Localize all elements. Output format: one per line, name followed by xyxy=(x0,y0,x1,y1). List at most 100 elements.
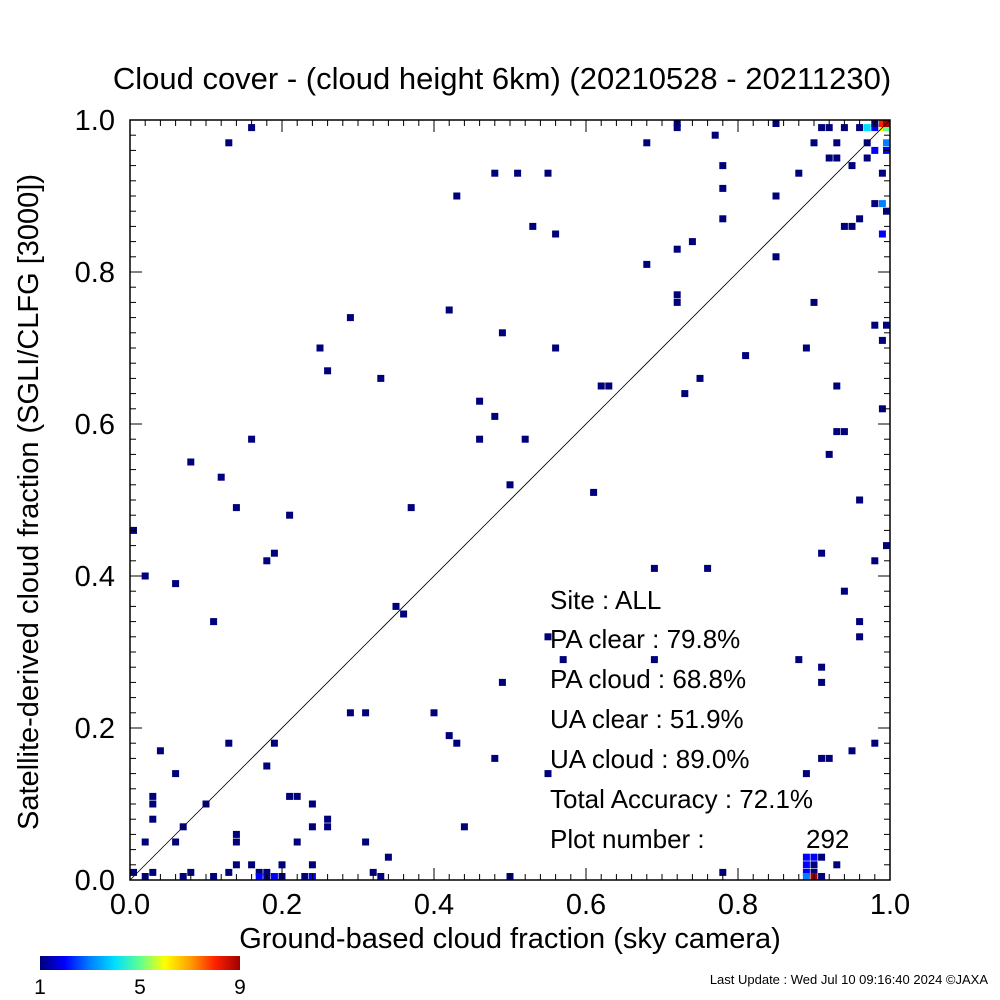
heatmap-cell xyxy=(696,374,704,382)
heatmap-cell xyxy=(263,557,271,565)
heatmap-cell xyxy=(795,169,803,177)
heatmap-cell xyxy=(688,238,696,246)
heatmap-cell xyxy=(643,139,651,147)
heatmap-cell xyxy=(217,473,225,481)
heatmap-cell xyxy=(883,124,890,132)
heatmap-cell xyxy=(856,633,864,641)
heatmap-cell xyxy=(772,253,780,261)
heatmap-cell xyxy=(263,762,271,770)
heatmap-cell xyxy=(711,131,719,139)
heatmap-cell xyxy=(491,169,499,177)
heatmap-cell xyxy=(232,861,240,869)
stat-plot-number-label: Plot number : xyxy=(550,824,705,854)
x-tick-label: 0.6 xyxy=(566,889,606,921)
heatmap-cell xyxy=(407,504,415,512)
heatmap-cell xyxy=(187,458,195,466)
heatmap-cell xyxy=(544,770,552,778)
heatmap-cell xyxy=(878,200,886,208)
heatmap-cell xyxy=(810,853,818,861)
heatmap-cell xyxy=(476,397,484,405)
heatmap-cell xyxy=(377,873,385,880)
heatmap-cell xyxy=(818,678,826,686)
axis-ticks xyxy=(129,119,891,881)
heatmap-cell xyxy=(742,352,750,360)
y-tick-label: 0.4 xyxy=(75,561,115,593)
heatmap-cell xyxy=(286,792,294,800)
heatmap-cell xyxy=(156,747,164,755)
heatmap-cell xyxy=(833,861,841,869)
heatmap-cell xyxy=(552,230,560,238)
heatmap-cell xyxy=(848,747,856,755)
heatmap-cell xyxy=(521,435,529,443)
heatmap-cell xyxy=(833,382,841,390)
y-tick-label: 0.2 xyxy=(75,713,115,745)
colorbar-tick-label: 9 xyxy=(234,976,246,999)
heatmap-cell xyxy=(673,298,681,306)
heatmap-cell xyxy=(810,298,818,306)
heatmap-cell xyxy=(460,823,468,831)
heatmap-cell xyxy=(802,344,810,352)
heatmap-cell xyxy=(498,678,506,686)
heatmap-cell xyxy=(552,344,560,352)
stat-pa-cloud: PA cloud : 68.8% xyxy=(550,664,746,694)
heatmap-cell xyxy=(248,124,256,132)
heatmap-cell xyxy=(225,739,233,747)
heatmap-cell xyxy=(529,222,537,230)
heatmap-cell xyxy=(856,618,864,626)
x-tick-label: 0.4 xyxy=(414,889,454,921)
heatmap-cell xyxy=(856,215,864,223)
y-tick-label: 0.0 xyxy=(75,865,115,897)
heatmap-cell xyxy=(840,428,848,436)
stat-site: Site : ALL xyxy=(550,585,661,615)
heatmap-cell xyxy=(802,770,810,778)
heatmap-cell xyxy=(704,564,712,572)
heatmap-cell xyxy=(643,260,651,268)
chart-title: Cloud cover - (cloud height 6km) (202105… xyxy=(113,61,891,96)
heatmap-cell xyxy=(172,838,180,846)
heatmap-cell xyxy=(802,873,810,880)
heatmap-cell xyxy=(210,618,218,626)
heatmap-cell xyxy=(324,815,332,823)
heatmap-cell xyxy=(871,200,879,208)
heatmap-cell xyxy=(225,868,233,876)
heatmap-cell xyxy=(498,329,506,337)
heatmap-cell xyxy=(559,656,567,664)
heatmap-cell xyxy=(681,390,689,398)
heatmap-cell xyxy=(248,861,256,869)
heatmap-cell xyxy=(818,124,826,132)
y-tick-label: 0.6 xyxy=(75,409,115,441)
heatmap-cell xyxy=(863,124,871,132)
heatmap-cell xyxy=(825,124,833,132)
heatmap-cell xyxy=(825,154,833,162)
stat-total-accuracy: Total Accuracy : 72.1% xyxy=(550,784,813,814)
heatmap-cell xyxy=(802,868,810,876)
heatmap-cell xyxy=(795,656,803,664)
heatmap-cell xyxy=(445,732,453,740)
heatmap-cell xyxy=(590,488,598,496)
heatmap-cell xyxy=(308,861,316,869)
last-update-footer: Last Update : Wed Jul 10 09:16:40 2024 ©… xyxy=(710,972,989,987)
heatmap-cell xyxy=(871,321,879,329)
heatmap-cell xyxy=(856,124,864,132)
heatmap-cell xyxy=(802,861,810,869)
heatmap-cell xyxy=(871,124,879,132)
heatmap-cell xyxy=(141,838,149,846)
heatmap-cell xyxy=(514,169,522,177)
heatmap-cell xyxy=(810,868,818,876)
stat-plot-number-value: 292 xyxy=(806,824,849,854)
heatmap-cell xyxy=(172,580,180,588)
heatmap-cell xyxy=(810,139,818,147)
heatmap-cell xyxy=(825,450,833,458)
heatmap-cell xyxy=(840,587,848,595)
heatmap-cell xyxy=(301,873,309,880)
heatmap-cell xyxy=(293,838,301,846)
heatmap-cell xyxy=(848,162,856,170)
y-tick-label: 1.0 xyxy=(75,105,115,137)
heatmap-cell xyxy=(848,222,856,230)
heatmap-cell xyxy=(863,154,871,162)
heatmap-cell xyxy=(187,868,195,876)
heatmap-cell xyxy=(818,754,826,762)
x-tick-label: 0.2 xyxy=(262,889,302,921)
colorbar-tick-label: 1 xyxy=(34,976,46,999)
heatmap-cell xyxy=(149,792,157,800)
